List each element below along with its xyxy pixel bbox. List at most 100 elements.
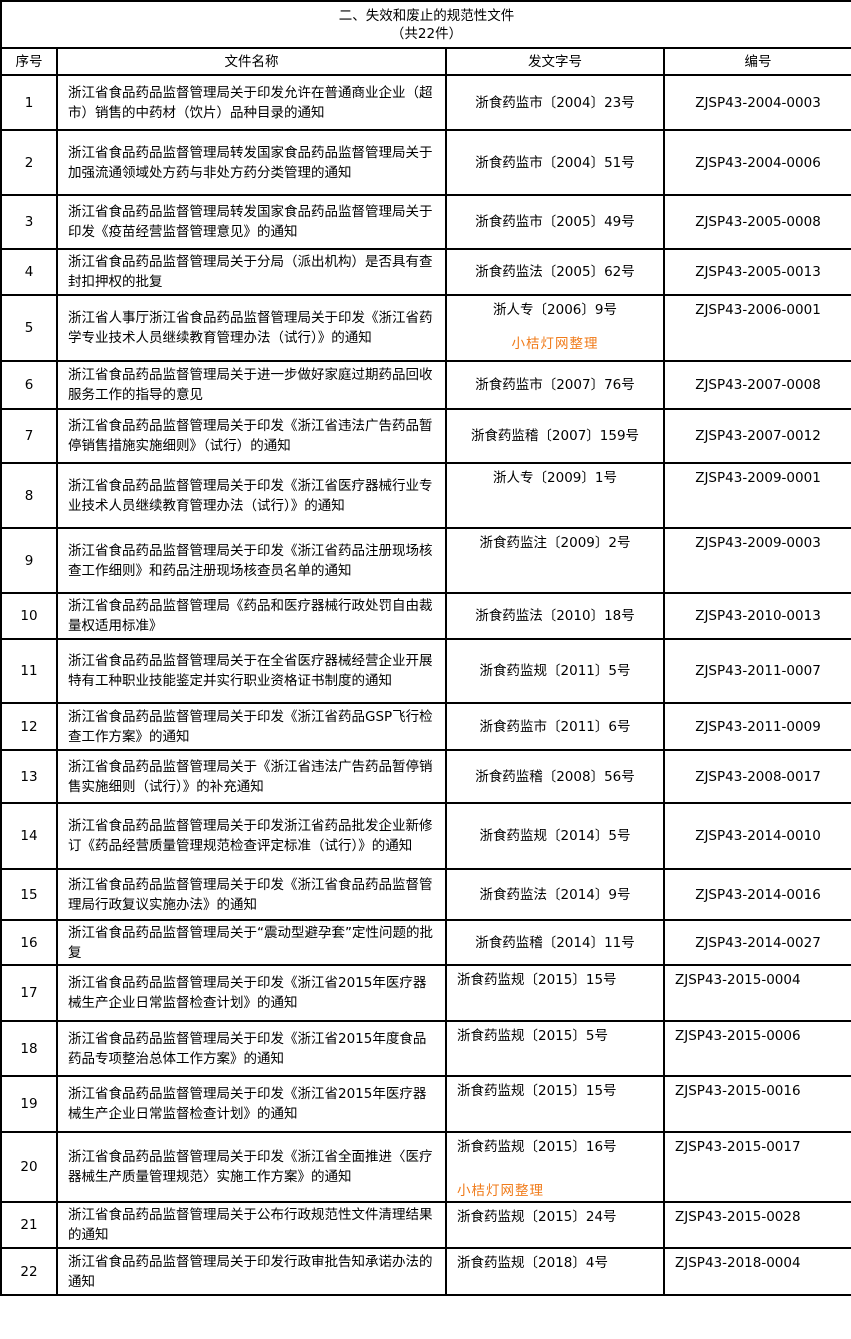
table-row: 5 浙江省人事厅浙江省食品药品监督管理局关于印发《浙江省药学专业技术人员继续教育管… — [0, 294, 851, 362]
row-serial: 22 — [0, 1247, 58, 1296]
row-doc-name: 浙江省食品药品监督管理局关于公布行政规范性文件清理结果的通知 — [56, 1201, 447, 1249]
row-doc-number: 浙食药监法〔2014〕9号 — [445, 868, 665, 921]
table-row: 2 浙江省食品药品监督管理局转发国家食品药品监督管理局关于加强流通领域处方药与非处… — [0, 129, 851, 196]
row-doc-name-text: 浙江省食品药品监督管理局关于印发《浙江省2015年医疗器械生产企业日常监督检查计… — [68, 975, 427, 1011]
row-code-text: ZJSP43-2004-0003 — [695, 94, 821, 111]
row-doc-number-text: 浙食药监稽〔2007〕159号 — [470, 428, 640, 444]
row-doc-name: 浙江省食品药品监督管理局《药品和医疗器械行政处罚自由裁量权适用标准》 — [56, 592, 447, 640]
row-doc-name: 浙江省食品药品监督管理局关于印发行政审批告知承诺办法的通知 — [56, 1247, 447, 1296]
row-serial-text: 1 — [24, 94, 34, 111]
row-code-text: ZJSP43-2011-0009 — [695, 718, 821, 735]
row-doc-number-text: 浙食药监市〔2011〕6号 — [479, 718, 631, 735]
row-doc-number-text: 浙食药监规〔2011〕5号 — [479, 663, 631, 679]
row-code-text: ZJSP43-2007-0008 — [695, 377, 821, 393]
row-doc-name: 浙江省食品药品监督管理局关于印发浙江省药品批发企业新修订《药品经营质量管理规范检… — [56, 802, 447, 870]
row-code: ZJSP43-2015-0017 — [663, 1131, 851, 1203]
row-code: ZJSP43-2014-0010 — [663, 802, 851, 870]
header-serial: 序号 — [0, 47, 58, 76]
row-serial: 6 — [0, 360, 58, 410]
row-code: ZJSP43-2009-0003 — [663, 527, 851, 594]
row-doc-number: 浙食药监法〔2010〕18号 — [445, 592, 665, 640]
row-serial-text: 3 — [24, 214, 34, 230]
row-doc-name-text: 浙江省食品药品监督管理局关于印发《浙江省药品注册现场核查工作细则》和药品注册现场… — [68, 542, 433, 579]
row-doc-number-text: 浙人专〔2009〕1号 — [493, 470, 617, 486]
row-doc-name-text: 浙江省食品药品监督管理局关于印发《浙江省违法广告药品暂停销售措施实施细则》（试行… — [68, 418, 433, 454]
row-code: ZJSP43-2014-0016 — [663, 868, 851, 921]
row-doc-number-text: 浙食药监规〔2015〕5号 — [457, 1028, 608, 1044]
row-doc-number-text: 浙食药监规〔2015〕15号 — [457, 972, 617, 988]
row-serial-text: 8 — [24, 487, 34, 504]
row-code-text: ZJSP43-2006-0001 — [695, 302, 821, 318]
row-doc-number: 浙食药监规〔2011〕5号 — [445, 638, 665, 704]
table-row: 1 浙江省食品药品监督管理局关于印发允许在普通商业企业（超市）销售的中药材（饮片）… — [0, 74, 851, 131]
row-code-text: ZJSP43-2011-0007 — [695, 663, 821, 679]
table-row: 10 浙江省食品药品监督管理局《药品和医疗器械行政处罚自由裁量权适用标准》 浙食药监… — [0, 592, 851, 640]
row-code: ZJSP43-2014-0027 — [663, 919, 851, 966]
row-doc-number: 浙食药监市〔2005〕49号 — [445, 194, 665, 250]
row-doc-name: 浙江省食品药品监督管理局关于印发《浙江省药品GSP飞行检查工作方案》的通知 — [56, 702, 447, 751]
row-serial: 8 — [0, 462, 58, 529]
row-doc-number-text: 浙食药监规〔2015〕16号 — [457, 1139, 617, 1155]
row-doc-number: 浙食药监规〔2018〕4号 — [445, 1247, 665, 1296]
row-doc-name: 浙江省食品药品监督管理局关于印发允许在普通商业企业（超市）销售的中药材（饮片）品… — [56, 74, 447, 131]
row-code: ZJSP43-2011-0009 — [663, 702, 851, 751]
row-serial-text: 17 — [20, 985, 38, 1001]
row-code: ZJSP43-2015-0016 — [663, 1075, 851, 1133]
row-code-text: ZJSP43-2014-0010 — [695, 828, 821, 844]
row-serial-text: 14 — [20, 828, 38, 844]
table-row: 18 浙江省食品药品监督管理局关于印发《浙江省2015年度食品药品专项整治总体工作… — [0, 1020, 851, 1077]
row-doc-name: 浙江省食品药品监督管理局关于印发《浙江省食品药品监督管理局行政复议实施办法》的通… — [56, 868, 447, 921]
table-row: 8 浙江省食品药品监督管理局关于印发《浙江省医疗器械行业专业技术人员继续教育管理办… — [0, 462, 851, 529]
row-serial-text: 9 — [24, 552, 34, 569]
row-doc-name: 浙江省食品药品监督管理局转发国家食品药品监督管理局关于印发《疫苗经营监督管理意见… — [56, 194, 447, 250]
row-doc-name-text: 浙江省食品药品监督管理局关于印发《浙江省全面推进〈医疗器械生产质量管理规范〉实施… — [68, 1149, 433, 1185]
row-doc-name-text: 浙江省食品药品监督管理局《药品和医疗器械行政处罚自由裁量权适用标准》 — [68, 598, 433, 634]
row-doc-number-text: 浙食药监市〔2005〕49号 — [475, 214, 635, 230]
table-title: 二、失效和废止的规范性文件 — [338, 7, 515, 24]
header-doc-number: 发文字号 — [445, 47, 665, 76]
row-doc-name: 浙江省食品药品监督管理局转发国家食品药品监督管理局关于加强流通领域处方药与非处方… — [56, 129, 447, 196]
row-doc-number-text: 浙食药监规〔2014〕5号 — [479, 828, 631, 844]
row-serial-text: 6 — [24, 377, 34, 393]
table-row: 22 浙江省食品药品监督管理局关于印发行政审批告知承诺办法的通知 浙食药监规〔201… — [0, 1247, 851, 1296]
row-code-text: ZJSP43-2005-0008 — [695, 214, 821, 230]
row-code: ZJSP43-2004-0003 — [663, 74, 851, 131]
header-code: 编号 — [663, 47, 851, 76]
row-code-text: ZJSP43-2015-0016 — [675, 1083, 801, 1099]
row-serial-text: 13 — [20, 768, 38, 785]
row-serial: 10 — [0, 592, 58, 640]
row-code: ZJSP43-2005-0008 — [663, 194, 851, 250]
row-code: ZJSP43-2011-0007 — [663, 638, 851, 704]
table-row: 17 浙江省食品药品监督管理局关于印发《浙江省2015年医疗器械生产企业日常监督检… — [0, 964, 851, 1022]
row-code-text: ZJSP43-2015-0006 — [675, 1028, 801, 1044]
row-serial-text: 7 — [24, 428, 34, 444]
row-code-text: ZJSP43-2015-0017 — [675, 1139, 801, 1155]
row-code: ZJSP43-2015-0004 — [663, 964, 851, 1022]
row-serial: 18 — [0, 1020, 58, 1077]
row-doc-name-text: 浙江省人事厅浙江省食品药品监督管理局关于印发《浙江省药学专业技术人员继续教育管理… — [68, 310, 433, 346]
row-code-text: ZJSP43-2014-0027 — [695, 934, 821, 951]
table-subtitle: （共22件） — [390, 25, 463, 42]
row-serial: 2 — [0, 129, 58, 196]
row-code: ZJSP43-2010-0013 — [663, 592, 851, 640]
watermark-text: 小桔灯网整理 — [457, 1183, 544, 1199]
row-serial-text: 2 — [24, 154, 34, 171]
row-code: ZJSP43-2008-0017 — [663, 749, 851, 804]
regulatory-documents-table: 二、失效和废止的规范性文件 （共22件） 序号 文件名称 发文字号 编号 1 浙江… — [0, 0, 851, 1296]
row-code-text: ZJSP43-2009-0001 — [695, 470, 821, 486]
table-row: 12 浙江省食品药品监督管理局关于印发《浙江省药品GSP飞行检查工作方案》的通知 浙… — [0, 702, 851, 751]
row-doc-number: 浙人专〔2006〕9号 小桔灯网整理 — [445, 294, 665, 362]
row-doc-name: 浙江省食品药品监督管理局关于印发《浙江省2015年医疗器械生产企业日常监督检查计… — [56, 1075, 447, 1133]
row-serial: 5 — [0, 294, 58, 362]
row-doc-number: 浙食药监稽〔2007〕159号 — [445, 408, 665, 464]
row-code-text: ZJSP43-2015-0004 — [675, 972, 801, 988]
table-row: 9 浙江省食品药品监督管理局关于印发《浙江省药品注册现场核查工作细则》和药品注册现… — [0, 527, 851, 594]
row-doc-number: 浙食药监注〔2009〕2号 — [445, 527, 665, 594]
row-serial-text: 22 — [20, 1263, 38, 1280]
row-doc-number-text: 浙人专〔2006〕9号 — [493, 302, 617, 318]
row-serial: 20 — [0, 1131, 58, 1203]
row-doc-number: 浙人专〔2009〕1号 — [445, 462, 665, 529]
row-doc-name: 浙江省食品药品监督管理局关于进一步做好家庭过期药品回收服务工作的指导的意见 — [56, 360, 447, 410]
row-code: ZJSP43-2007-0012 — [663, 408, 851, 464]
row-doc-number: 浙食药监市〔2007〕76号 — [445, 360, 665, 410]
